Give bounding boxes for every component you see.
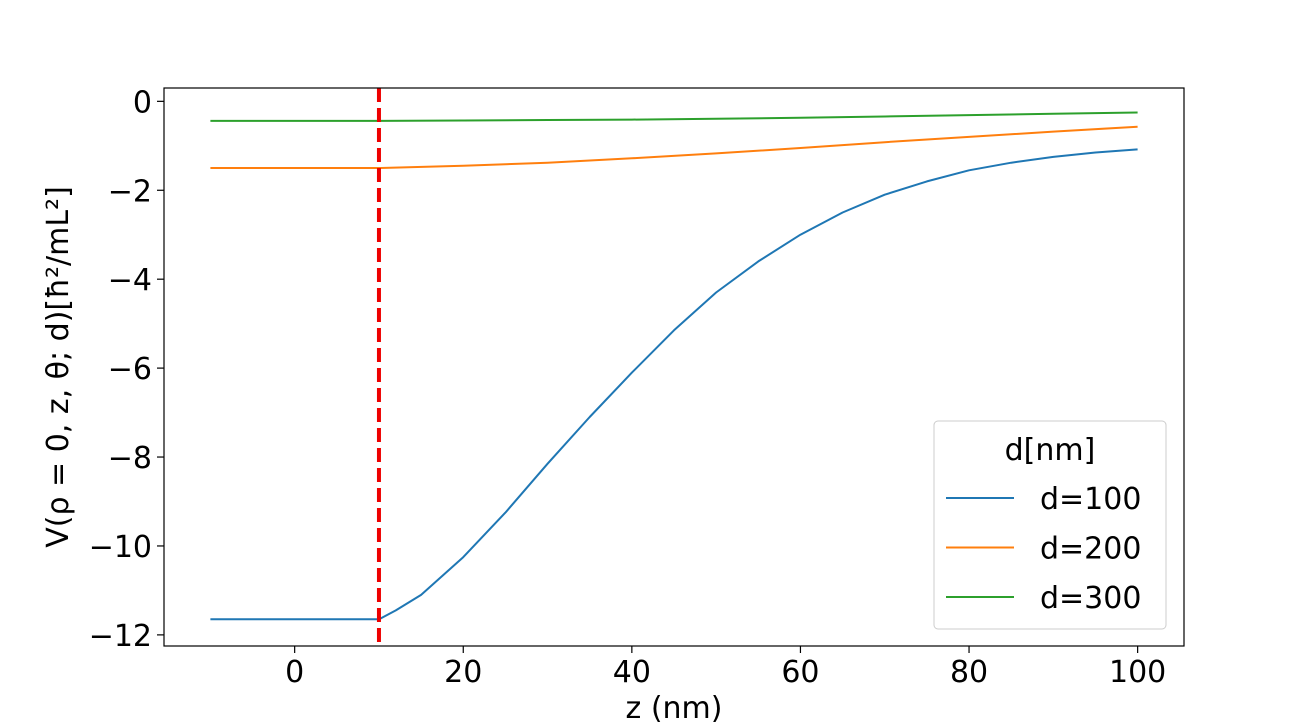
legend-frame xyxy=(933,420,1167,630)
y-tick-label: −4 xyxy=(108,263,152,298)
y-tick-label: −6 xyxy=(108,352,152,387)
x-tick-label: 40 xyxy=(613,655,651,690)
x-tick-label: 60 xyxy=(781,655,819,690)
x-tick-label: 20 xyxy=(444,655,482,690)
x-tick-label: 80 xyxy=(950,655,988,690)
legend-label-3: d=300 xyxy=(1040,581,1141,616)
y-tick-label: 0 xyxy=(133,85,152,120)
plot-frame xyxy=(163,87,1185,647)
x-axis-label: z (nm) xyxy=(626,691,723,726)
series-line-3 xyxy=(210,111,1138,122)
series-line-1 xyxy=(210,148,1138,621)
x-tick-label: 100 xyxy=(1109,655,1166,690)
y-tick-label: −8 xyxy=(108,441,152,476)
y-tick-label: −12 xyxy=(89,619,152,654)
series-layer xyxy=(210,111,1138,621)
x-ticks: 0 20 40 60 80 100 xyxy=(285,646,1166,690)
y-ticks: 0 −2 −4 −6 −8 −10 −12 xyxy=(89,85,164,654)
series-line-2 xyxy=(210,125,1138,169)
y-tick-label: −10 xyxy=(89,530,152,565)
legend-label-2: d=200 xyxy=(1040,532,1141,567)
legend-title: d[nm] xyxy=(1005,433,1096,468)
legend: d[nm] d=100 d=200 d=300 xyxy=(933,420,1167,630)
legend-label-1: d=100 xyxy=(1040,482,1141,517)
x-tick-label: 0 xyxy=(285,655,304,690)
y-tick-label: −2 xyxy=(108,174,152,209)
y-axis-label: V(ρ = 0, z, θ; d)[ħ²/mL²] xyxy=(41,186,76,548)
